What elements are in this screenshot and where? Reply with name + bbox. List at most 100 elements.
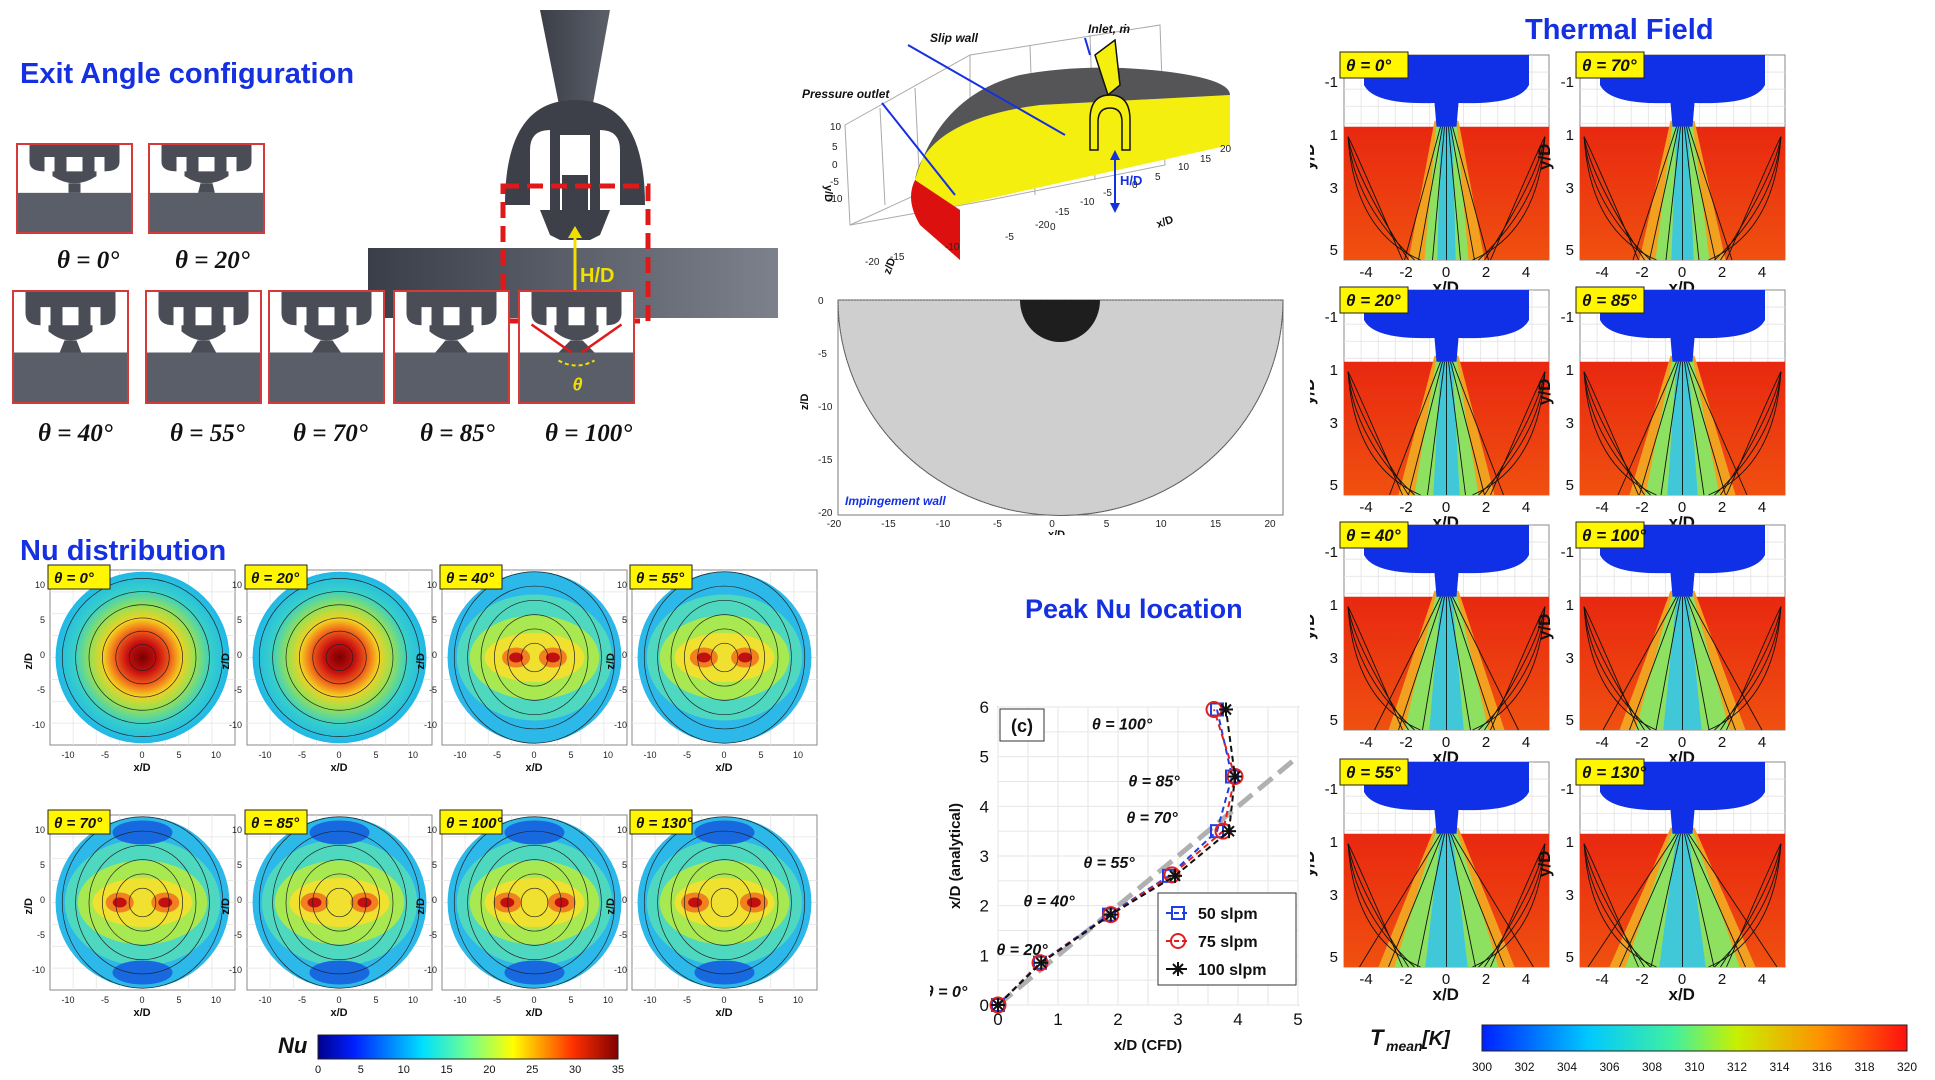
nu-cb-tick: 5	[358, 1064, 364, 1076]
config-label-5: θ = 85°	[420, 420, 495, 447]
nu-tick-y: -5	[619, 685, 627, 695]
nu-tick-y: 10	[232, 825, 242, 835]
nu-tick-x: 0	[139, 750, 144, 760]
thermal-tick-x: 0	[1678, 971, 1686, 988]
nu-map-label: θ = 85°	[251, 815, 300, 832]
nu-cb-tick: 20	[483, 1064, 495, 1076]
nu-tick-x: 5	[758, 995, 763, 1005]
tick-y3d: 0	[832, 160, 838, 171]
nu-map-7: θ = 130° 10 5 0 -5 -10 -10 -5 0 5 10 z/D x/D	[605, 809, 818, 1019]
nu-map-label: θ = 100°	[446, 815, 503, 832]
legend-label: 75 slpm	[1198, 934, 1258, 951]
nu-map-5: θ = 85° 10 5 0 -5 -10 -10 -5 0 5 10 z/D x/D	[220, 809, 433, 1019]
chart-point-label: θ = 70°	[1126, 810, 1178, 827]
inlet-label: Inlet, ṁ	[1088, 22, 1130, 36]
thermal-tick-y: 3	[1330, 887, 1338, 904]
nu-axis-xd: x/D	[134, 762, 151, 774]
nu-tick-x: -10	[453, 995, 466, 1005]
nu-tick-y: 5	[432, 615, 437, 625]
mesh-axis-xd: x/D	[1048, 529, 1065, 535]
point-100slpm	[1228, 769, 1242, 784]
thermal-field-title: Thermal Field	[1525, 14, 1714, 46]
nu-distribution-title: Nu distribution	[20, 535, 227, 567]
chart-point-label: θ = 40°	[1023, 894, 1075, 911]
chart-point-label: θ = 20°	[996, 942, 1048, 959]
nu-map-label: θ = 40°	[446, 570, 495, 587]
tick-x3d: 10	[1178, 162, 1190, 173]
nu-tick-y: 10	[35, 825, 45, 835]
chart-tick-y: 1	[980, 946, 989, 965]
nu-tick-x: -10	[258, 995, 271, 1005]
panel-label-box	[999, 708, 1045, 742]
thermal-tick-x: -2	[1399, 499, 1412, 516]
exit-angle-diagram: H/D	[368, 10, 778, 362]
tick-z3d: -10	[945, 242, 960, 253]
thermal-tick-x: 4	[1522, 264, 1530, 281]
nu-tick-y: 10	[232, 580, 242, 590]
tick-y3d: 5	[832, 142, 838, 153]
thermal-map-label: θ = 85°	[1582, 291, 1637, 310]
nu-axis-xd: x/D	[716, 762, 733, 774]
thermal-tick-x: -4	[1359, 971, 1372, 988]
nu-tick-x: 5	[758, 750, 763, 760]
thermal-tick-x: -2	[1399, 734, 1412, 751]
chart-point-label: θ = 85°	[1128, 774, 1180, 791]
nu-tick-y: 5	[40, 860, 45, 870]
tick-x3d: -5	[1103, 188, 1112, 199]
nu-tick-x: 5	[373, 750, 378, 760]
point-100slpm	[1103, 907, 1118, 922]
nu-map-label: θ = 55°	[636, 570, 685, 587]
point-75slpm	[1102, 906, 1120, 924]
tick-x3d: -15	[1055, 207, 1070, 218]
nu-axis-zd: z/D	[605, 898, 617, 915]
impingement-wall-label: Impingement wall	[845, 494, 946, 508]
slip-wall-label: Slip wall	[930, 31, 979, 45]
nu-tick-y: 10	[617, 580, 627, 590]
thermal-tick-x: -4	[1359, 499, 1372, 516]
nu-tick-x: -10	[453, 750, 466, 760]
nu-axis-xd: x/D	[134, 1007, 151, 1019]
chart-xlabel: x/D (CFD)	[1114, 1037, 1182, 1054]
nu-tick-y: 0	[40, 650, 45, 660]
config-box-4	[268, 290, 385, 404]
pressure-outlet-label: Pressure outlet	[802, 87, 890, 101]
nu-tick-y: 10	[35, 580, 45, 590]
thermal-tick-y: -1	[1325, 781, 1338, 798]
tmean-unit: [K]	[1421, 1028, 1451, 1050]
thermal-axis-yd: y/D	[1310, 614, 1318, 640]
thermal-axis-yd: y/D	[1535, 614, 1554, 640]
thermal-tick-x: -4	[1595, 264, 1608, 281]
nu-tick-x: 0	[721, 995, 726, 1005]
thermal-map-label: θ = 130°	[1582, 763, 1646, 782]
tick-x3d: -10	[1080, 197, 1095, 208]
nu-tick-x: -5	[298, 995, 306, 1005]
thermal-tick-x: 4	[1758, 499, 1766, 516]
tmean-cb-tick: 314	[1769, 1060, 1789, 1074]
chart-tick-y: 4	[980, 797, 989, 816]
thermal-tick-y: -1	[1325, 74, 1338, 91]
chart-point-label: θ = 0°	[930, 984, 968, 1001]
thermal-tick-y: 1	[1566, 834, 1574, 851]
nu-tick-x: 0	[336, 750, 341, 760]
nu-tick-x: -5	[493, 995, 501, 1005]
nu-tick-x: 0	[531, 750, 536, 760]
nu-tick-x: 10	[793, 750, 803, 760]
chart-tick-x: 0	[993, 1010, 1002, 1029]
thermal-map-label: θ = 55°	[1346, 763, 1401, 782]
nu-cb-tick: 0	[315, 1064, 321, 1076]
mesh-tick-x: 10	[1155, 519, 1167, 530]
mesh-tick-z: -5	[818, 349, 827, 360]
nu-tick-x: 10	[211, 995, 221, 1005]
nu-maps: θ = 0° 10 5 0 -5 -10 -10 -5 0 5 10 z/D x/D θ = 20° 10 5…	[23, 564, 818, 1076]
peak-nu-chart: 0 1 2 3 4 5 0 1 2 3 4 5 6 x/D (CFD) x/D (analytical) θ …	[930, 698, 1303, 1054]
chart-tick-y: 3	[980, 847, 989, 866]
thermal-tick-y: 3	[1566, 650, 1574, 667]
mesh-tick-x: -10	[936, 519, 951, 530]
config-box-1	[148, 143, 265, 234]
mesh-tick-x: 5	[1104, 519, 1110, 530]
chart-tick-x: 1	[1053, 1010, 1062, 1029]
nu-axis-zd: z/D	[605, 653, 617, 670]
config-label-1: θ = 20°	[175, 247, 250, 274]
